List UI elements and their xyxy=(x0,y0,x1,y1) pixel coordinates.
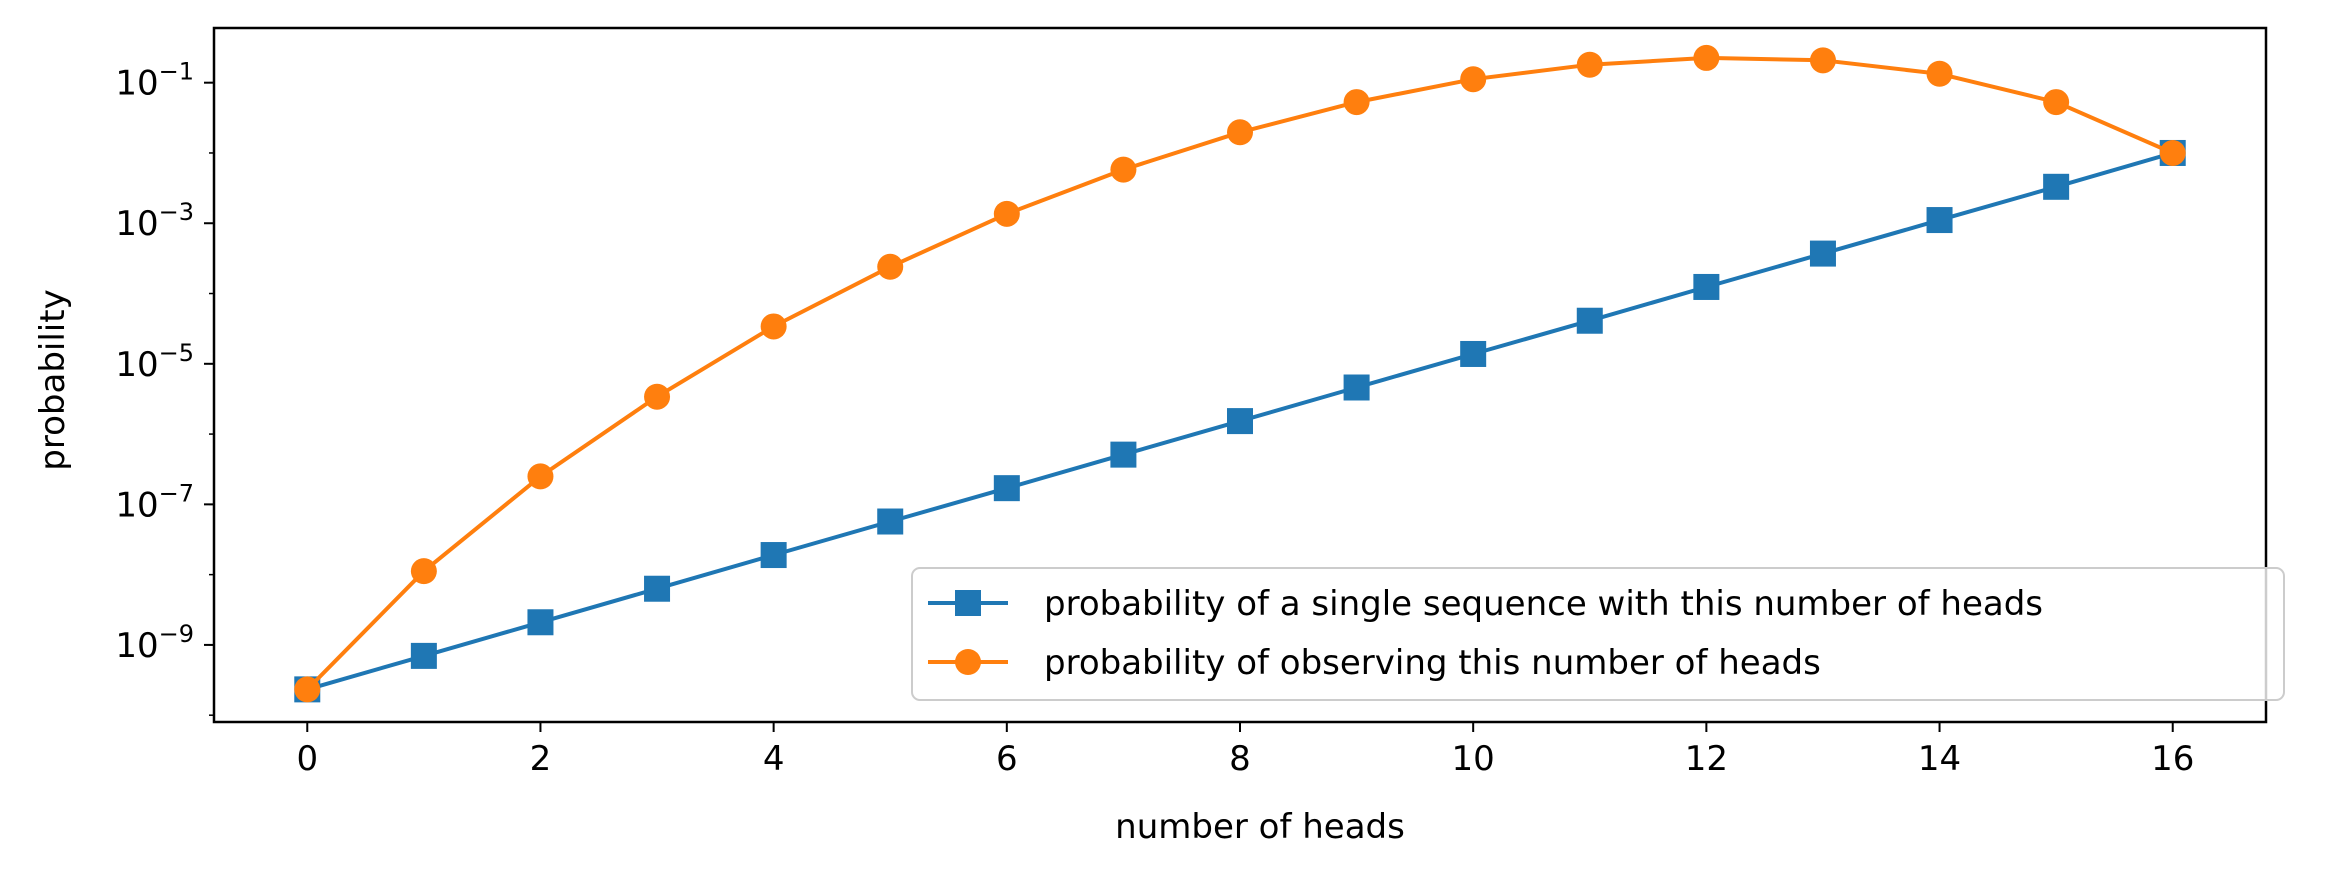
series-1-point xyxy=(877,253,904,280)
series-1-point xyxy=(1926,60,1953,87)
plot-area xyxy=(294,44,2186,703)
series-0-point xyxy=(1460,340,1487,367)
series-0-point xyxy=(1227,408,1253,435)
legend-frame xyxy=(911,567,2285,701)
y-tick-label: 10−5 xyxy=(115,339,194,385)
series-1-point xyxy=(993,200,1020,227)
x-tick-label: 10 xyxy=(1452,739,1495,779)
series-1-point xyxy=(1343,89,1370,116)
x-tick-label: 14 xyxy=(1918,739,1961,779)
series-0-point xyxy=(2043,173,2070,200)
legend: probability of a single sequence with th… xyxy=(911,567,2285,701)
legend-marker-square xyxy=(955,590,981,616)
x-tick-label: 8 xyxy=(1229,739,1251,779)
legend-entry-observing: probability of observing this number of … xyxy=(928,643,1821,683)
x-tick-label: 6 xyxy=(996,739,1018,779)
series-0-point xyxy=(760,542,787,569)
y-tick-label: 10−7 xyxy=(115,479,194,525)
series-0-point xyxy=(410,642,437,669)
series-1-point xyxy=(1227,119,1253,146)
series-0-point xyxy=(1926,207,1953,234)
series-1-point xyxy=(644,383,671,410)
series-1-point xyxy=(527,463,554,490)
legend-label-observing: probability of observing this number of … xyxy=(1044,643,1821,683)
x-tick-label: 12 xyxy=(1685,739,1728,779)
y-tick-label: 10−3 xyxy=(115,198,194,244)
series-1-point xyxy=(294,676,321,703)
series-0-point xyxy=(1343,374,1370,401)
series-1-point xyxy=(2159,139,2186,166)
series-1-point xyxy=(1576,51,1603,78)
legend-marker-circle xyxy=(955,649,981,675)
y-tick-label: 10−1 xyxy=(115,58,194,104)
series-0-point xyxy=(644,575,671,602)
axes: 0 2 4 6 8 10 12 14 16 10−1 10−3 10−5 10−7 10−9 xyxy=(115,26,2268,779)
y-axis-label: probability xyxy=(33,289,73,470)
x-tick-label: 16 xyxy=(2151,739,2194,779)
series-1-point xyxy=(1809,47,1836,74)
x-tick-label: 4 xyxy=(763,739,785,779)
series-1-point xyxy=(1693,44,1720,71)
series-1-point xyxy=(1460,66,1487,93)
series-0-point xyxy=(993,475,1020,502)
series-1-point xyxy=(760,313,787,340)
y-tick-label: 10−9 xyxy=(115,620,194,666)
series-0-point xyxy=(1809,240,1836,267)
series-0-point xyxy=(1576,307,1603,334)
series-1-point xyxy=(1110,156,1137,183)
legend-label-single-sequence: probability of a single sequence with th… xyxy=(1044,584,2043,624)
x-tick-label: 2 xyxy=(530,739,552,779)
series-0-point xyxy=(877,508,904,535)
series-0-point xyxy=(1110,441,1137,468)
series-1-point xyxy=(2043,89,2070,116)
series-0-point xyxy=(1693,273,1720,300)
series-0-point xyxy=(527,609,554,636)
x-tick-label: 0 xyxy=(296,739,318,779)
series-1-point xyxy=(410,558,437,585)
legend-entry-single-sequence: probability of a single sequence with th… xyxy=(928,584,2043,624)
x-axis-label: number of heads xyxy=(1115,807,1405,847)
